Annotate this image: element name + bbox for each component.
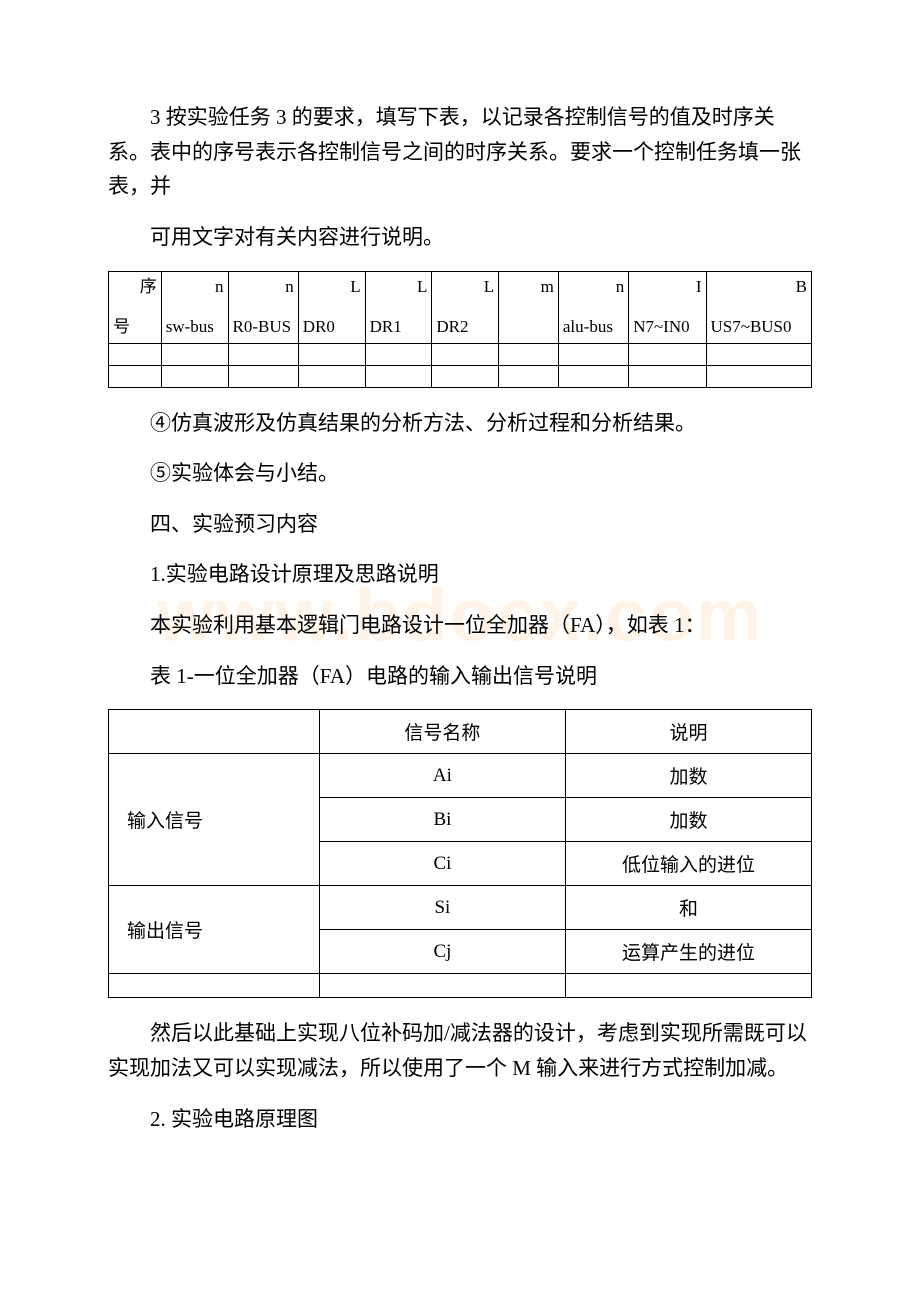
col-header-r0bus: nR0-BUS [228, 271, 298, 343]
col-header-seq: 序号 [109, 271, 162, 343]
col-header-ldr1: LDR1 [365, 271, 432, 343]
col-header-ldr0: LDR0 [298, 271, 365, 343]
table-row: 序号 nsw-bus nR0-BUS LDR0 LDR1 LDR2 m nalu… [109, 271, 812, 343]
hdr-signal-name: 信号名称 [319, 710, 565, 754]
cell-bi: Bi [319, 798, 565, 842]
cell-ai-desc: 加数 [565, 754, 811, 798]
cell-ai: Ai [319, 754, 565, 798]
paragraph-fa-intro: 本实验利用基本逻辑门电路设计一位全加器（FA），如表 1： [108, 608, 812, 643]
col-header-bus: BUS7~BUS0 [706, 271, 811, 343]
col-header-in: IN7~IN0 [629, 271, 706, 343]
table-row: 信号名称 说明 [109, 710, 812, 754]
table-row [109, 365, 812, 387]
cell-cj-desc: 运算产生的进位 [565, 930, 811, 974]
hdr-desc: 说明 [565, 710, 811, 754]
paragraph-1: 1.实验电路设计原理及思路说明 [108, 557, 812, 592]
document-body: 3 按实验任务 3 的要求，填写下表，以记录各控制信号的值及时序关系。表中的序号… [108, 100, 812, 1136]
paragraph-2: 2. 实验电路原理图 [108, 1102, 812, 1137]
paragraph-task3: 3 按实验任务 3 的要求，填写下表，以记录各控制信号的值及时序关系。表中的序号… [108, 100, 812, 204]
col-header-alubus: nalu-bus [558, 271, 628, 343]
cell-ci-desc: 低位输入的进位 [565, 842, 811, 886]
paragraph-8bit: 然后以此基础上实现八位补码加/减法器的设计，考虑到实现所需既可以实现加法又可以实… [108, 1016, 812, 1085]
table2-caption: 表 1-一位全加器（FA）电路的输入输出信号说明 [108, 659, 812, 694]
control-signal-table: 序号 nsw-bus nR0-BUS LDR0 LDR1 LDR2 m nalu… [108, 271, 812, 388]
paragraph-item5: ⑤实验体会与小结。 [108, 456, 812, 491]
cell-cj: Cj [319, 930, 565, 974]
table-row [109, 974, 812, 998]
input-signal-label: 输入信号 [109, 754, 320, 886]
paragraph-item4: ④仿真波形及仿真结果的分析方法、分析过程和分析结果。 [108, 406, 812, 441]
cell-ci: Ci [319, 842, 565, 886]
col-header-m: m [499, 271, 559, 343]
heading-section4: 四、实验预习内容 [108, 507, 812, 542]
fa-signal-table: 信号名称 说明 输入信号 Ai 加数 Bi 加数 Ci 低位输入的进位 输出信号… [108, 709, 812, 998]
table-row: 输出信号 Si 和 [109, 886, 812, 930]
output-signal-label: 输出信号 [109, 886, 320, 974]
hdr-blank [109, 710, 320, 754]
table-row: 输入信号 Ai 加数 [109, 754, 812, 798]
paragraph-task3b: 可用文字对有关内容进行说明。 [108, 220, 812, 255]
cell-si-desc: 和 [565, 886, 811, 930]
cell-bi-desc: 加数 [565, 798, 811, 842]
col-header-swbus: nsw-bus [161, 271, 228, 343]
cell-si: Si [319, 886, 565, 930]
table-row [109, 343, 812, 365]
col-header-ldr2: LDR2 [432, 271, 499, 343]
